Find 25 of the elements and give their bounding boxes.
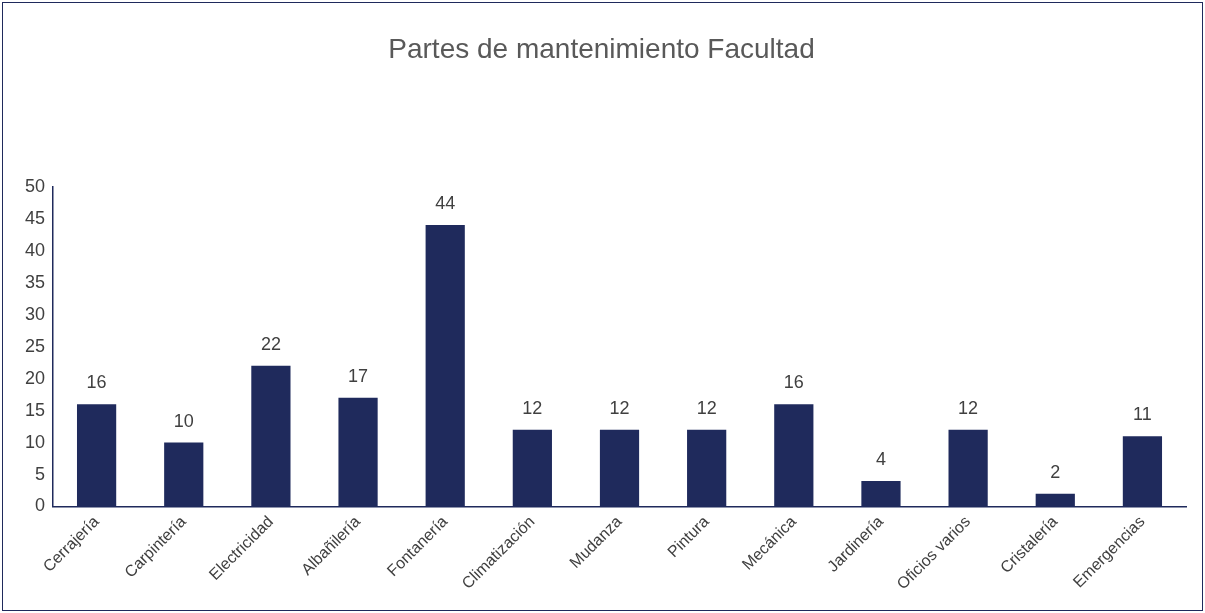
- y-tick-label: 0: [35, 495, 46, 516]
- y-tick-label: 45: [24, 207, 46, 228]
- data-label: 12: [958, 397, 979, 418]
- y-tick-label: 40: [24, 239, 46, 260]
- y-tick-label: 20: [24, 367, 46, 388]
- data-label: 22: [260, 333, 281, 354]
- y-tick-label: 15: [24, 399, 46, 420]
- data-label: 12: [609, 397, 630, 418]
- y-tick-label: 30: [24, 303, 46, 324]
- data-label: 12: [522, 397, 543, 418]
- data-label: 4: [875, 448, 886, 469]
- data-label: 17: [348, 365, 369, 386]
- chart-title: Partes de mantenimiento Facultad: [388, 32, 815, 64]
- y-tick-label: 5: [35, 463, 46, 484]
- y-tick-label: 35: [24, 271, 46, 292]
- y-tick-label: 10: [24, 431, 46, 452]
- data-label: 44: [435, 192, 456, 213]
- data-label: 2: [1050, 461, 1061, 482]
- data-label: 16: [783, 372, 804, 393]
- data-label: 12: [696, 397, 717, 418]
- y-tick-label: 50: [24, 175, 46, 196]
- y-tick-label: 25: [24, 335, 46, 356]
- data-label: 11: [1133, 404, 1152, 425]
- data-label: 10: [173, 410, 194, 431]
- data-label: 16: [86, 372, 107, 393]
